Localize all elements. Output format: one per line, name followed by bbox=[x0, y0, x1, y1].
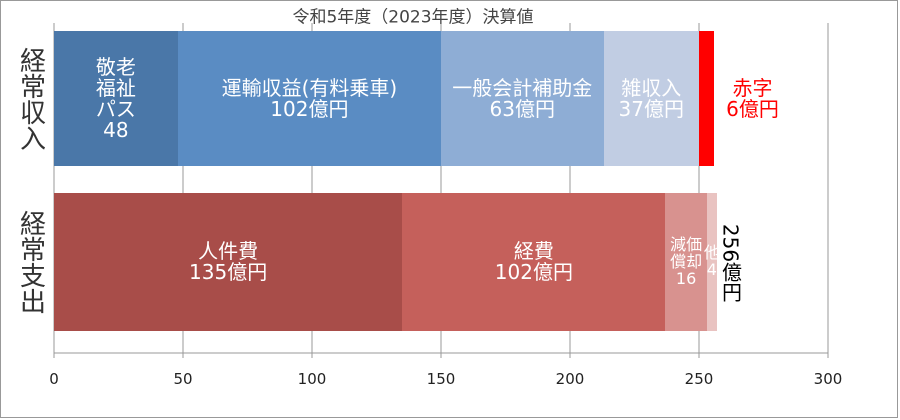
x-tick-label: 0 bbox=[49, 370, 59, 388]
segment-label: 人件費 135億円 bbox=[189, 241, 267, 283]
segment-name: 経費 bbox=[513, 239, 554, 263]
segment-label: 一般会計補助金 63億円 bbox=[452, 75, 593, 121]
segment-name: 雑収入 bbox=[621, 75, 682, 100]
segment-name: 敬老 福祉 パス bbox=[95, 54, 136, 121]
x-tick-label: 100 bbox=[298, 370, 327, 388]
value-label: 135億円 bbox=[189, 260, 268, 284]
segment-name: 一般会計補助金 bbox=[452, 75, 593, 100]
chart-title: 令和5年度（2023年度）決算値 bbox=[292, 7, 534, 28]
value-label: 63億円 bbox=[489, 96, 555, 121]
value-label: 4 bbox=[706, 260, 717, 279]
bar-segment bbox=[706, 193, 718, 331]
segment-name: 減価 償却 bbox=[670, 234, 703, 271]
value-label: 6億円 bbox=[726, 96, 779, 121]
value-label: 16 bbox=[675, 268, 697, 288]
segment-label: 赤字 6億円 bbox=[726, 75, 779, 121]
segment-label: 減価 償却 16 bbox=[670, 234, 703, 288]
segment-label: 運輸収益(有料乗車) 102億円 bbox=[221, 75, 398, 121]
segment-label: 経費 102億円 bbox=[495, 241, 573, 283]
x-tick-label: 300 bbox=[814, 370, 843, 388]
bar-segment bbox=[603, 31, 699, 166]
value-label: 37億円 bbox=[618, 96, 684, 121]
category-label: 経常収入 bbox=[15, 46, 46, 151]
bar-segment bbox=[54, 193, 403, 331]
value-label: 102億円 bbox=[494, 260, 573, 284]
x-tick-label: 150 bbox=[427, 370, 456, 388]
segment-label: 雑収入 37億円 bbox=[618, 75, 684, 121]
x-tick-label: 250 bbox=[685, 370, 714, 388]
x-tick-label: 50 bbox=[173, 370, 192, 388]
x-tick-label: 200 bbox=[556, 370, 585, 388]
bar-segment bbox=[54, 31, 178, 166]
bar-segment bbox=[177, 31, 441, 166]
segment-name: 他 bbox=[703, 243, 720, 263]
bar-segment bbox=[665, 193, 707, 331]
total-annotation: 256億円 bbox=[718, 223, 743, 303]
segment-name: 人件費 bbox=[198, 239, 259, 263]
segment-name: 運輸収益(有料乗車) bbox=[221, 75, 398, 100]
value-label: 102億円 bbox=[270, 96, 349, 121]
segment-label: 敬老 福祉 パス 48 bbox=[95, 54, 136, 142]
bar-segment bbox=[699, 31, 715, 166]
category-label: 経常支出 bbox=[15, 210, 46, 314]
bar-segment bbox=[441, 31, 604, 166]
bar-segment bbox=[402, 193, 666, 331]
value-label: 48 bbox=[103, 117, 129, 142]
segment-name: 赤字 bbox=[732, 75, 773, 100]
